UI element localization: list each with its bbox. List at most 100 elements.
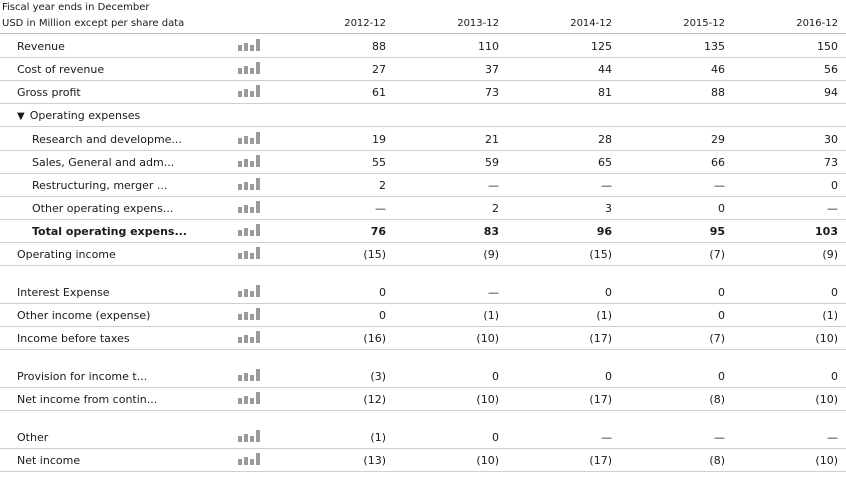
row-label-text: Income before taxes: [17, 332, 130, 345]
table-cell: —: [714, 179, 725, 192]
table-row: Restructuring, merger ... 2 — — — 0: [0, 174, 846, 197]
bar-chart-icon[interactable]: [238, 453, 262, 465]
row-label: Other operating expens...: [32, 202, 232, 215]
bar-chart-icon-bar: [256, 453, 260, 465]
bar-chart-icon[interactable]: [238, 369, 262, 381]
column-header-year: 2012-12: [344, 18, 386, 29]
table-cell: 0: [718, 370, 725, 383]
bar-chart-icon-bar: [244, 182, 248, 190]
row-label: Revenue: [17, 40, 232, 53]
bar-chart-icon-bar: [256, 430, 260, 442]
bar-chart-icon[interactable]: [238, 308, 262, 320]
bar-chart-icon-bar: [244, 43, 248, 51]
collapse-triangle-icon[interactable]: ▼: [17, 111, 25, 122]
table-cell: (10): [815, 393, 838, 406]
bar-chart-icon-bar: [250, 45, 254, 51]
bar-chart-icon-bar: [244, 205, 248, 213]
table-cell: 29: [711, 133, 725, 146]
table-cell: 44: [598, 63, 612, 76]
row-label-text: Revenue: [17, 40, 65, 53]
bar-chart-icon[interactable]: [238, 331, 262, 343]
row-label: Income before taxes: [17, 332, 232, 345]
bar-chart-icon-bar: [238, 45, 242, 51]
bar-chart-icon[interactable]: [238, 85, 262, 97]
table-cell: 59: [485, 156, 499, 169]
bar-chart-icon-bar: [238, 68, 242, 74]
bar-chart-icon-bar: [250, 138, 254, 144]
bar-chart-icon-bar: [238, 459, 242, 465]
bar-chart-icon-bar: [244, 457, 248, 465]
bar-chart-icon-bar: [250, 337, 254, 343]
bar-chart-icon-bar: [256, 155, 260, 167]
table-cell: —: [601, 179, 612, 192]
table-header-fiscal: Fiscal year ends in December: [0, 0, 846, 16]
table-row: Total operating expens... 76 83 96 95 103: [0, 220, 846, 243]
bar-chart-icon-bar: [238, 253, 242, 259]
row-label-text: Operating income: [17, 248, 116, 261]
bar-chart-icon[interactable]: [238, 285, 262, 297]
table-cell: —: [488, 179, 499, 192]
table-cell: (7): [709, 332, 725, 345]
row-label-text: Gross profit: [17, 86, 81, 99]
bar-chart-icon-bar: [250, 230, 254, 236]
bar-chart-icon-bar: [256, 85, 260, 97]
bar-chart-icon[interactable]: [238, 247, 262, 259]
bar-chart-icon-bar: [250, 161, 254, 167]
bar-chart-icon-bar: [256, 392, 260, 404]
row-label-text: Other operating expens...: [32, 202, 174, 215]
bar-chart-icon-bar: [250, 91, 254, 97]
table-row: Cost of revenue 27 37 44 46 56: [0, 58, 846, 81]
table-cell: (17): [589, 332, 612, 345]
table-cell: 0: [605, 286, 612, 299]
bar-chart-icon[interactable]: [238, 201, 262, 213]
bar-chart-icon[interactable]: [238, 39, 262, 51]
row-label-text: Other income (expense): [17, 309, 151, 322]
bar-chart-icon-bar: [256, 201, 260, 213]
row-label: Net income from contin...: [17, 393, 232, 406]
table-cell: (9): [483, 248, 499, 261]
row-label-text: Provision for income t...: [17, 370, 148, 383]
row-label: Total operating expens...: [32, 225, 232, 238]
row-label: ▼ Operating expenses: [17, 109, 232, 122]
table-cell: —: [601, 431, 612, 444]
row-label: Cost of revenue: [17, 63, 232, 76]
bar-chart-icon[interactable]: [238, 430, 262, 442]
row-label: Sales, General and adm...: [32, 156, 232, 169]
table-cell: 0: [379, 309, 386, 322]
row-label-text: Interest Expense: [17, 286, 110, 299]
table-cell: 19: [372, 133, 386, 146]
bar-chart-icon-bar: [244, 136, 248, 144]
bar-chart-icon[interactable]: [238, 62, 262, 74]
row-label: Other income (expense): [17, 309, 232, 322]
table-cell: 73: [485, 86, 499, 99]
bar-chart-icon-bar: [244, 228, 248, 236]
table-cell: (10): [476, 332, 499, 345]
table-cell: (10): [476, 454, 499, 467]
bar-chart-icon-bar: [256, 39, 260, 51]
table-row: Net income from contin... (12) (10) (17) (8)…: [0, 388, 846, 411]
table-row[interactable]: ▼ Operating expenses: [0, 104, 846, 127]
table-cell: 103: [815, 225, 838, 238]
table-cell: (1): [483, 309, 499, 322]
table-cell: 3: [605, 202, 612, 215]
table-cell: 0: [718, 286, 725, 299]
bar-chart-icon[interactable]: [238, 224, 262, 236]
table-cell: (10): [815, 454, 838, 467]
bar-chart-icon-bar: [238, 436, 242, 442]
table-cell: 88: [711, 86, 725, 99]
table-cell: 2: [492, 202, 499, 215]
bar-chart-icon[interactable]: [238, 132, 262, 144]
row-label: Operating income: [17, 248, 232, 261]
table-cell: (15): [589, 248, 612, 261]
table-cell: 150: [817, 40, 838, 53]
table-header-units: USD in Million except per share data 201…: [0, 16, 846, 32]
table-row: Provision for income t... (3) 0 0 0 0: [0, 365, 846, 388]
bar-chart-icon[interactable]: [238, 392, 262, 404]
bar-chart-icon[interactable]: [238, 178, 262, 190]
bar-chart-icon-bar: [250, 253, 254, 259]
bar-chart-icon-bar: [250, 459, 254, 465]
row-label-text: Net income: [17, 454, 81, 467]
bar-chart-icon-bar: [244, 434, 248, 442]
bar-chart-icon-bar: [244, 335, 248, 343]
bar-chart-icon[interactable]: [238, 155, 262, 167]
